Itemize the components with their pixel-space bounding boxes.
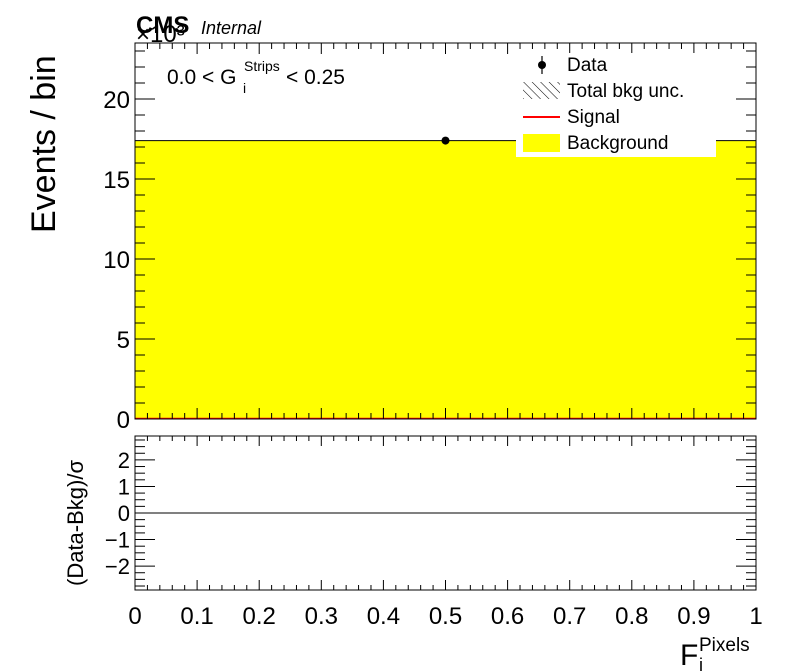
- strips-annotation: 0.0 < G: [167, 66, 236, 89]
- legend-hatch-swatch: [523, 82, 560, 99]
- ratio-y-tick-label: 2: [118, 448, 130, 473]
- x-axis-title-sup: Pixels: [699, 635, 750, 656]
- x-tick-label: 0.3: [305, 603, 338, 630]
- data-points-layer: [441, 136, 450, 145]
- background-fill-layer: [135, 140, 756, 419]
- main-axis-ticks: [134, 43, 757, 420]
- x-tick-label: 0: [128, 603, 141, 630]
- x-tick-label: 0.2: [243, 603, 276, 630]
- x-axis-title-sub: i: [699, 655, 703, 672]
- x-tick-label: 0.6: [491, 603, 524, 630]
- cms-label: CMS: [136, 12, 189, 39]
- ratio-axis-ticks: [134, 436, 757, 590]
- x-tick-label: 0.9: [677, 603, 710, 630]
- legend-data-marker: [538, 61, 546, 69]
- x-tick-label: 0.7: [553, 603, 586, 630]
- legend-entry-background: Background: [523, 133, 668, 154]
- main-frame: [134, 42, 757, 420]
- x-tick-label: 0.8: [615, 603, 648, 630]
- main-y-axis-title: Events / bin: [25, 55, 63, 233]
- legend-background-swatch: [523, 134, 560, 152]
- x-tick-label: 1: [749, 603, 762, 630]
- legend-entry-signal: Signal: [523, 107, 620, 128]
- x-tick-label: 0.4: [367, 603, 400, 630]
- ratio-y-tick-label: 0: [118, 501, 130, 526]
- internal-label: Internal: [201, 18, 262, 38]
- legend-entry-unc: Total bkg unc.: [523, 81, 684, 102]
- x-axis-title-base: F: [680, 639, 698, 672]
- exponent-label: ×10³: [136, 21, 185, 48]
- background-bar: [135, 140, 756, 419]
- ratio-y-tick-label: 1: [118, 474, 130, 499]
- main-y-tick-label: 20: [103, 87, 130, 114]
- ratio-y-axis-title: (Data-Bkg)/σ: [63, 460, 88, 586]
- x-tick-label: 0.1: [180, 603, 213, 630]
- annotation-pre: 0.0 < G: [167, 66, 236, 89]
- annotation-sup: Strips: [244, 58, 280, 74]
- ratio-frame: [134, 435, 757, 591]
- x-tick-label: 0.5: [429, 603, 462, 630]
- annotation-post: < 0.25: [286, 66, 345, 89]
- legend: Data Total bkg unc. Signal Background: [516, 53, 716, 157]
- data-point: [441, 136, 450, 145]
- main-y-tick-label: 0: [117, 407, 130, 434]
- legend-label-background: Background: [567, 133, 668, 154]
- legend-label-data: Data: [567, 55, 608, 76]
- annotation-sub: i: [243, 80, 246, 96]
- main-y-tick-label: 15: [103, 167, 130, 194]
- legend-entry-data: Data: [538, 55, 608, 76]
- main-y-tick-labels: 0 5 10 15 20: [103, 87, 130, 434]
- x-tick-labels: 0 0.1 0.2 0.3 0.4 0.5 0.6 0.7 0.8 0.9 1: [128, 603, 762, 630]
- main-y-tick-label: 5: [117, 327, 130, 354]
- ratio-y-tick-label: −1: [105, 528, 130, 553]
- ratio-y-tick-label: −2: [105, 554, 130, 579]
- main-y-tick-label: 10: [103, 247, 130, 274]
- legend-label-unc: Total bkg unc.: [567, 81, 684, 102]
- legend-label-signal: Signal: [567, 107, 620, 128]
